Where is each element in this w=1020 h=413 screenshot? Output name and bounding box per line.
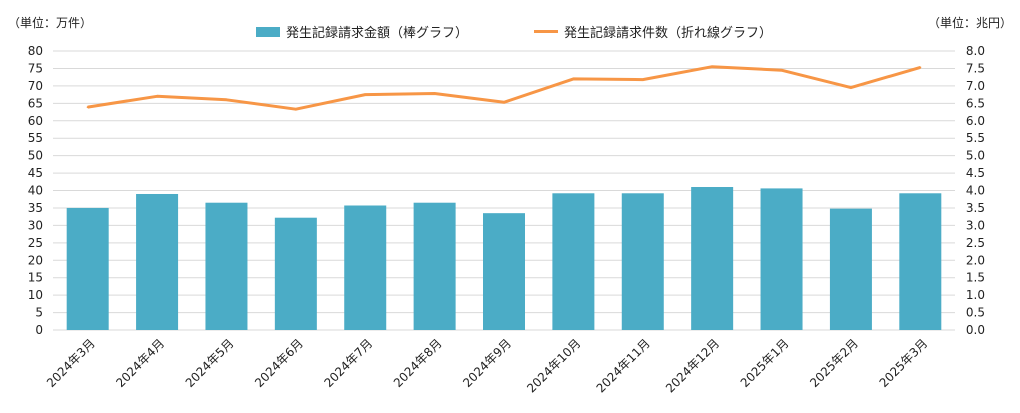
line-point xyxy=(156,95,159,98)
right-tick-label: 3.0 xyxy=(966,218,985,232)
right-tick-label: 1.0 xyxy=(966,288,985,302)
x-tick-label: 2024年8月 xyxy=(391,336,445,390)
left-tick-label: 0 xyxy=(35,323,43,337)
line-point xyxy=(294,108,297,111)
bar xyxy=(691,187,734,330)
line-point xyxy=(711,65,714,68)
bar xyxy=(621,193,664,330)
legend-line-swatch xyxy=(534,30,558,33)
legend-bar-swatch xyxy=(256,26,280,37)
left-tick-label: 30 xyxy=(28,218,43,232)
line-point xyxy=(364,93,367,96)
left-tick-label: 15 xyxy=(28,271,43,285)
line-point xyxy=(641,78,644,81)
x-tick-label: 2024年9月 xyxy=(460,336,514,390)
legend-line-label: 発生記録請求件数（折れ線グラフ） xyxy=(564,26,773,41)
bar xyxy=(829,208,872,330)
right-tick-label: 2.5 xyxy=(966,236,985,250)
right-tick-label: 2.0 xyxy=(966,253,985,267)
line-point xyxy=(849,86,852,89)
left-axis-unit: （単位：万件） xyxy=(8,16,93,30)
right-tick-label: 5.0 xyxy=(966,149,985,163)
left-tick-label: 70 xyxy=(28,79,43,93)
line-point xyxy=(86,106,89,109)
left-axis-ticks: 0 5 10 15 20 25 30 35 40 45 50 55 60 65 70 75 80 xyxy=(28,44,43,337)
left-tick-label: 75 xyxy=(28,61,43,75)
right-tick-label: 1.5 xyxy=(966,271,985,285)
bar xyxy=(205,202,248,330)
x-tick-label: 2025年1月 xyxy=(738,336,792,390)
x-tick-label: 2025年3月 xyxy=(877,336,931,390)
left-tick-label: 50 xyxy=(28,149,43,163)
line-point xyxy=(503,101,505,104)
bar-series xyxy=(66,187,942,330)
right-tick-label: 6.0 xyxy=(966,114,985,128)
x-tick-label: 2024年11月 xyxy=(594,336,653,395)
left-tick-label: 35 xyxy=(28,201,43,215)
bar xyxy=(552,193,595,330)
x-axis-ticks: 2024年3月 2024年4月 2024年5月 2024年6月 2024年7月 2024年… xyxy=(44,336,930,395)
legend-line-series: 発生記録請求件数（折れ線グラフ） xyxy=(534,22,772,41)
bar xyxy=(344,205,387,330)
bar xyxy=(66,207,109,330)
line-series xyxy=(86,65,922,111)
line-point xyxy=(433,92,436,95)
right-tick-label: 7.0 xyxy=(966,79,985,93)
left-tick-label: 80 xyxy=(28,44,43,58)
left-tick-label: 25 xyxy=(28,236,43,250)
legend-bar-series: 発生記録請求金額（棒グラフ） xyxy=(256,22,468,41)
bar xyxy=(760,188,803,330)
left-tick-label: 40 xyxy=(28,184,43,198)
x-tick-label: 2024年12月 xyxy=(663,336,722,395)
x-tick-label: 2024年10月 xyxy=(524,336,583,395)
bar xyxy=(483,213,525,330)
x-tick-label: 2024年7月 xyxy=(321,336,375,390)
right-axis-unit: （単位：兆円） xyxy=(927,16,1012,30)
right-tick-label: 8.0 xyxy=(966,44,985,58)
bar xyxy=(899,193,942,330)
right-tick-label: 4.5 xyxy=(966,166,985,180)
bar xyxy=(413,202,456,330)
line-point xyxy=(919,66,922,69)
right-tick-label: 0.5 xyxy=(966,306,985,320)
x-tick-label: 2024年4月 xyxy=(113,336,167,390)
right-tick-label: 7.5 xyxy=(966,61,985,75)
right-tick-label: 0.0 xyxy=(966,323,985,337)
bar xyxy=(274,217,317,330)
left-tick-label: 5 xyxy=(35,306,43,320)
x-tick-label: 2025年2月 xyxy=(807,336,861,390)
x-tick-label: 2024年3月 xyxy=(44,336,98,390)
line-point xyxy=(780,69,783,72)
left-tick-label: 10 xyxy=(28,288,43,302)
right-tick-label: 6.5 xyxy=(966,96,985,110)
left-tick-label: 65 xyxy=(28,96,43,110)
right-tick-label: 3.5 xyxy=(966,201,985,215)
legend-bar-label: 発生記録請求金額（棒グラフ） xyxy=(286,26,469,41)
bar xyxy=(136,193,179,330)
left-tick-label: 60 xyxy=(28,114,43,128)
left-tick-label: 45 xyxy=(28,166,43,180)
right-tick-label: 5.5 xyxy=(966,131,985,145)
x-tick-label: 2024年5月 xyxy=(183,336,237,390)
right-tick-label: 4.0 xyxy=(966,184,985,198)
left-tick-label: 20 xyxy=(28,253,43,267)
left-tick-label: 55 xyxy=(28,131,43,145)
line-point xyxy=(572,77,575,80)
line-point xyxy=(225,98,228,101)
right-axis-ticks: 0.0 0.5 1.0 1.5 2.0 2.5 3.0 3.5 4.0 4.5 5.0 5.5 6.0 6… xyxy=(966,44,985,337)
x-tick-label: 2024年6月 xyxy=(252,336,306,390)
